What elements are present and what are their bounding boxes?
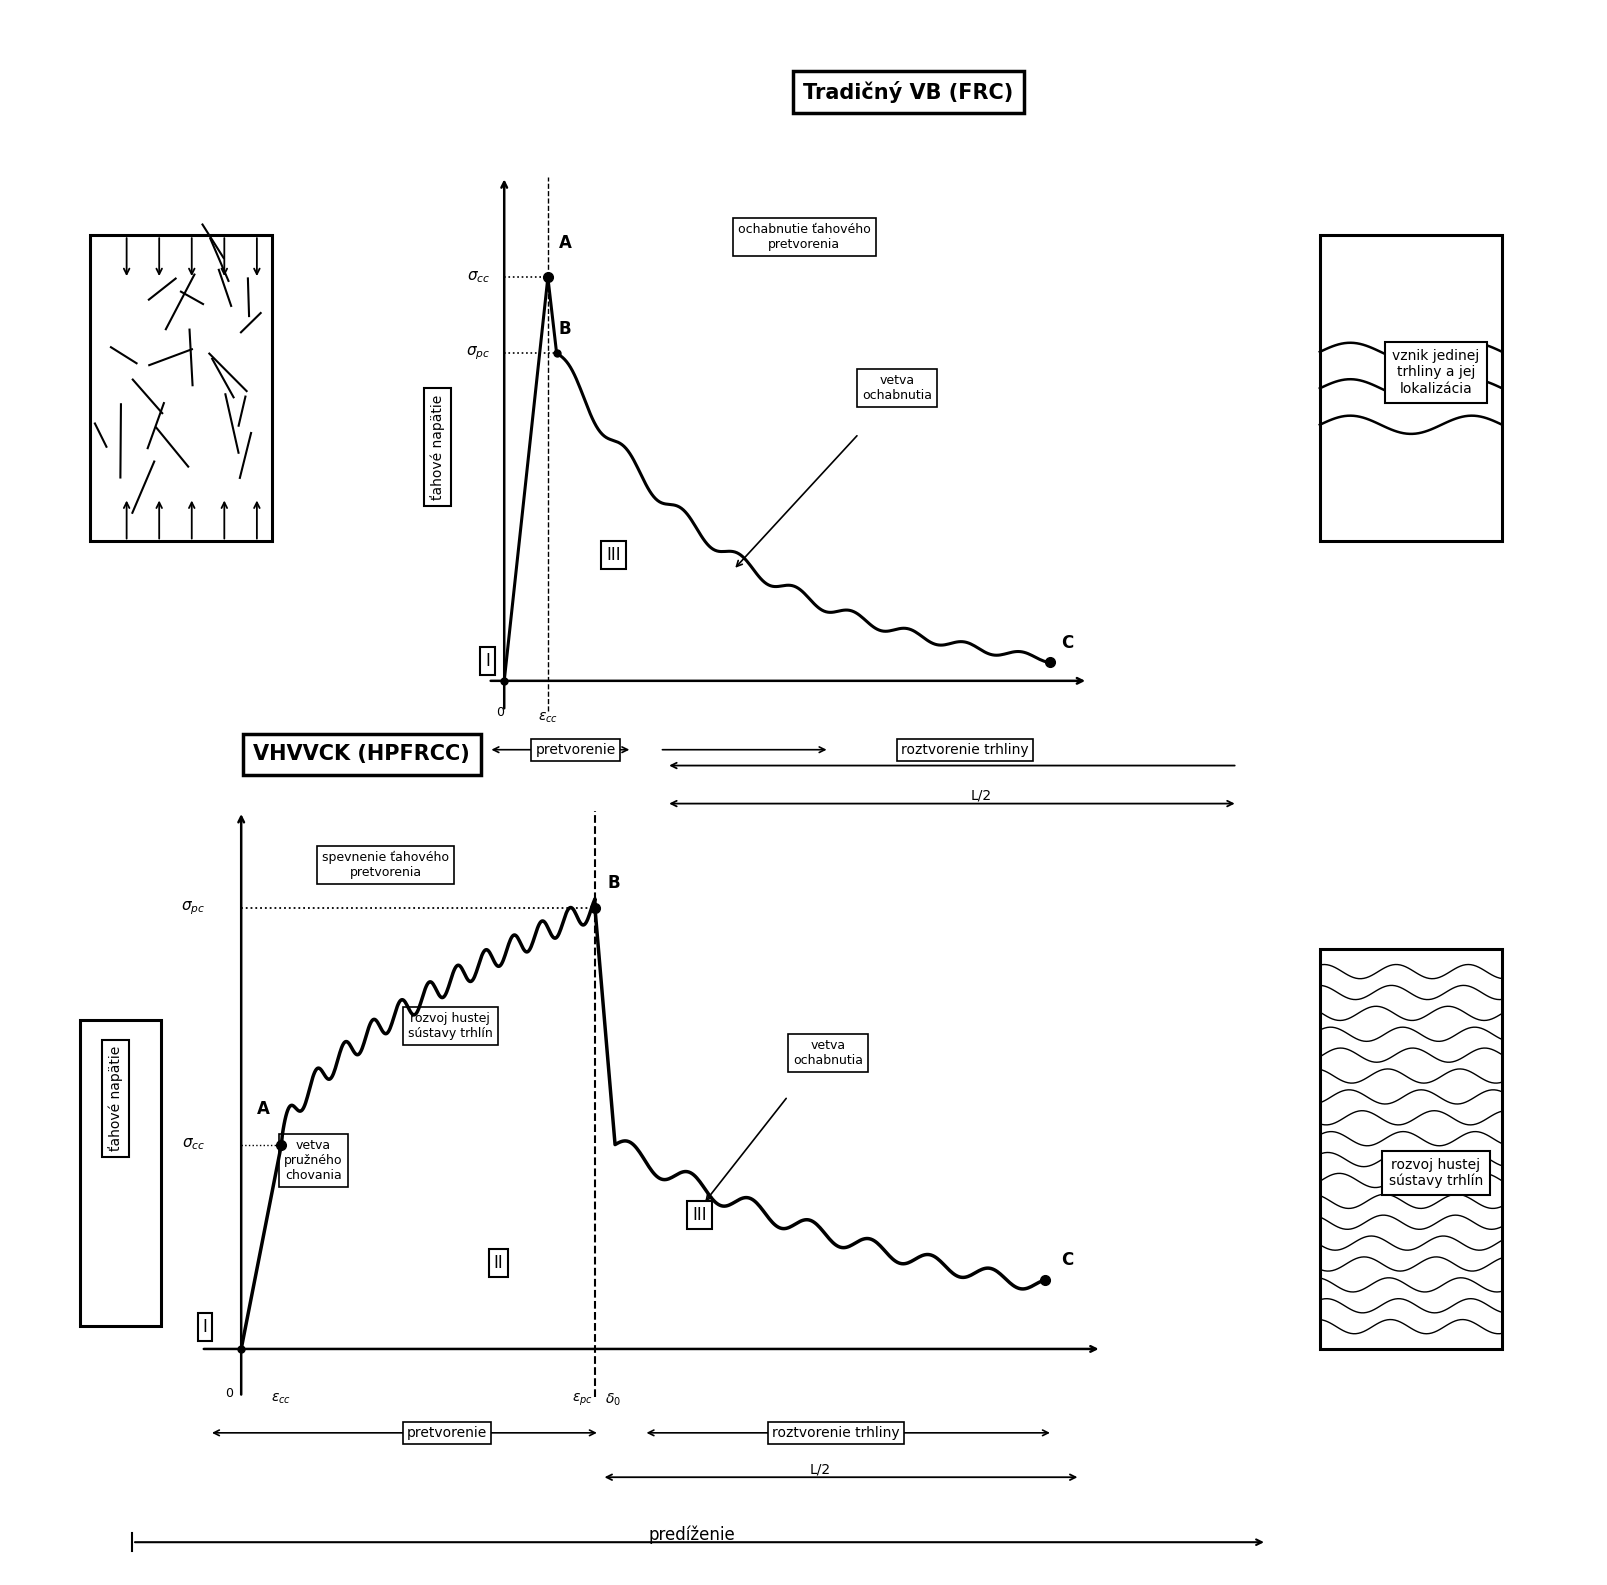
Text: L/2: L/2 [808, 1463, 831, 1476]
Text: $\delta_0$: $\delta_0$ [604, 1392, 620, 1409]
Text: L/2: L/2 [969, 789, 992, 802]
Text: spevnenie ťahového
pretvorenia: spevnenie ťahového pretvorenia [323, 851, 448, 880]
Text: pretvorenie: pretvorenie [535, 743, 615, 756]
Text: rozvoj hustej
sústavy trhlín: rozvoj hustej sústavy trhlín [408, 1013, 492, 1040]
Text: III: III [606, 545, 620, 564]
Text: B: B [607, 873, 619, 892]
Text: vznik jedinej
trhliny a jej
lokalizácia: vznik jedinej trhliny a jej lokalizácia [1392, 349, 1478, 396]
Text: $\varepsilon_{cc}$: $\varepsilon_{cc}$ [537, 712, 558, 726]
Text: $\varepsilon_{cc}$: $\varepsilon_{cc}$ [272, 1392, 291, 1406]
Text: vetva
ochabnutia: vetva ochabnutia [792, 1040, 863, 1067]
Text: $\sigma_{pc}$: $\sigma_{pc}$ [466, 344, 490, 361]
Bar [1319, 949, 1501, 1349]
Text: II: II [493, 1254, 503, 1271]
Bar [90, 235, 272, 542]
Text: pretvorenie: pretvorenie [407, 1426, 487, 1439]
Text: I: I [485, 651, 490, 669]
Text: ťahové napätie: ťahové napätie [108, 1046, 124, 1151]
Text: C: C [1061, 1251, 1073, 1270]
Text: roztvorenie trhliny: roztvorenie trhliny [771, 1426, 900, 1439]
Text: $\varepsilon_{pc}$: $\varepsilon_{pc}$ [572, 1392, 593, 1407]
Text: rozvoj hustej
sústavy trhlín: rozvoj hustej sústavy trhlín [1388, 1157, 1482, 1189]
Text: $\sigma_{pc}$: $\sigma_{pc}$ [180, 899, 206, 916]
Text: 0: 0 [225, 1387, 233, 1400]
Text: vetva
pružného
chovania: vetva pružného chovania [284, 1140, 342, 1182]
Text: A: A [559, 235, 572, 252]
Text: C: C [1061, 634, 1072, 653]
Text: B: B [559, 320, 570, 338]
Text: Tradičný VB (FRC): Tradičný VB (FRC) [804, 81, 1012, 103]
Bar [1319, 235, 1501, 542]
Text: roztvorenie trhliny: roztvorenie trhliny [900, 743, 1028, 756]
Text: ťahové napätie: ťahové napätie [429, 395, 445, 499]
Text: VHVVCK (HPFRCC): VHVVCK (HPFRCC) [254, 745, 469, 764]
Text: vetva
ochabnutia: vetva ochabnutia [861, 374, 932, 403]
Text: 0: 0 [497, 705, 505, 720]
Text: predíženie: predíženie [648, 1525, 734, 1544]
Text: III: III [691, 1206, 707, 1224]
Text: A: A [256, 1100, 270, 1117]
Bar [80, 1019, 161, 1327]
Text: I: I [202, 1319, 207, 1336]
Text: $\sigma_{cc}$: $\sigma_{cc}$ [468, 269, 490, 285]
Text: ochabnutie ťahového
pretvorenia: ochabnutie ťahového pretvorenia [738, 223, 869, 250]
Text: $\sigma_{cc}$: $\sigma_{cc}$ [182, 1136, 206, 1152]
